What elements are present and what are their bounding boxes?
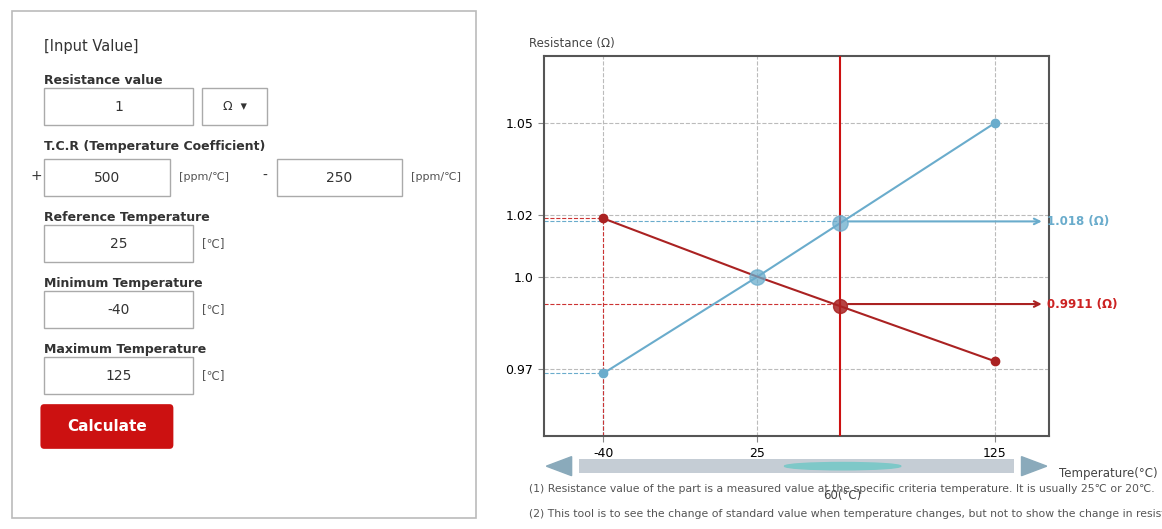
Text: [℃]: [℃]: [202, 303, 224, 316]
Text: Temperature(°C): Temperature(°C): [1060, 467, 1159, 480]
Bar: [44, 358, 193, 394]
Text: [ppm/℃]: [ppm/℃]: [179, 172, 229, 182]
Text: (2) This tool is to see the change of standard value when temperature changes, b: (2) This tool is to see the change of st…: [529, 509, 1162, 519]
Text: -: -: [263, 169, 267, 183]
Text: 250: 250: [327, 171, 352, 185]
Text: 500: 500: [94, 171, 120, 185]
Bar: [579, 459, 1014, 473]
Text: Calculate: Calculate: [67, 419, 146, 434]
Text: -40: -40: [107, 303, 130, 317]
Text: Resistance (Ω): Resistance (Ω): [529, 37, 615, 50]
Polygon shape: [546, 457, 572, 476]
Text: Ω  ▾: Ω ▾: [223, 100, 246, 113]
Text: Resistance value: Resistance value: [44, 74, 163, 87]
Text: 60(°C): 60(°C): [824, 489, 862, 503]
Text: 125: 125: [106, 369, 131, 382]
Text: [Input Value]: [Input Value]: [44, 39, 138, 53]
Text: [℃]: [℃]: [202, 369, 224, 382]
Text: (1) Resistance value of the part is a measured value at the specific criteria te: (1) Resistance value of the part is a me…: [529, 484, 1154, 494]
Bar: [44, 225, 193, 262]
Text: Maximum Temperature: Maximum Temperature: [44, 343, 207, 356]
Text: T.C.R (Temperature Coefficient): T.C.R (Temperature Coefficient): [44, 140, 266, 153]
Circle shape: [784, 462, 901, 470]
Text: [℃]: [℃]: [202, 236, 224, 250]
Polygon shape: [1021, 457, 1047, 476]
Text: 0.9911 (Ω): 0.9911 (Ω): [1047, 297, 1118, 311]
Bar: [202, 88, 267, 125]
Bar: [44, 88, 193, 125]
Text: Minimum Temperature: Minimum Temperature: [44, 277, 203, 290]
Text: +: +: [30, 169, 42, 183]
Text: [ppm/℃]: [ppm/℃]: [411, 172, 461, 182]
Text: Reference Temperature: Reference Temperature: [44, 211, 210, 224]
Bar: [44, 291, 193, 328]
Bar: [44, 159, 170, 196]
Bar: [277, 159, 402, 196]
Text: 1: 1: [114, 99, 123, 114]
Text: 25: 25: [109, 236, 128, 251]
Text: 1.018 (Ω): 1.018 (Ω): [1047, 215, 1110, 228]
FancyBboxPatch shape: [41, 404, 173, 449]
